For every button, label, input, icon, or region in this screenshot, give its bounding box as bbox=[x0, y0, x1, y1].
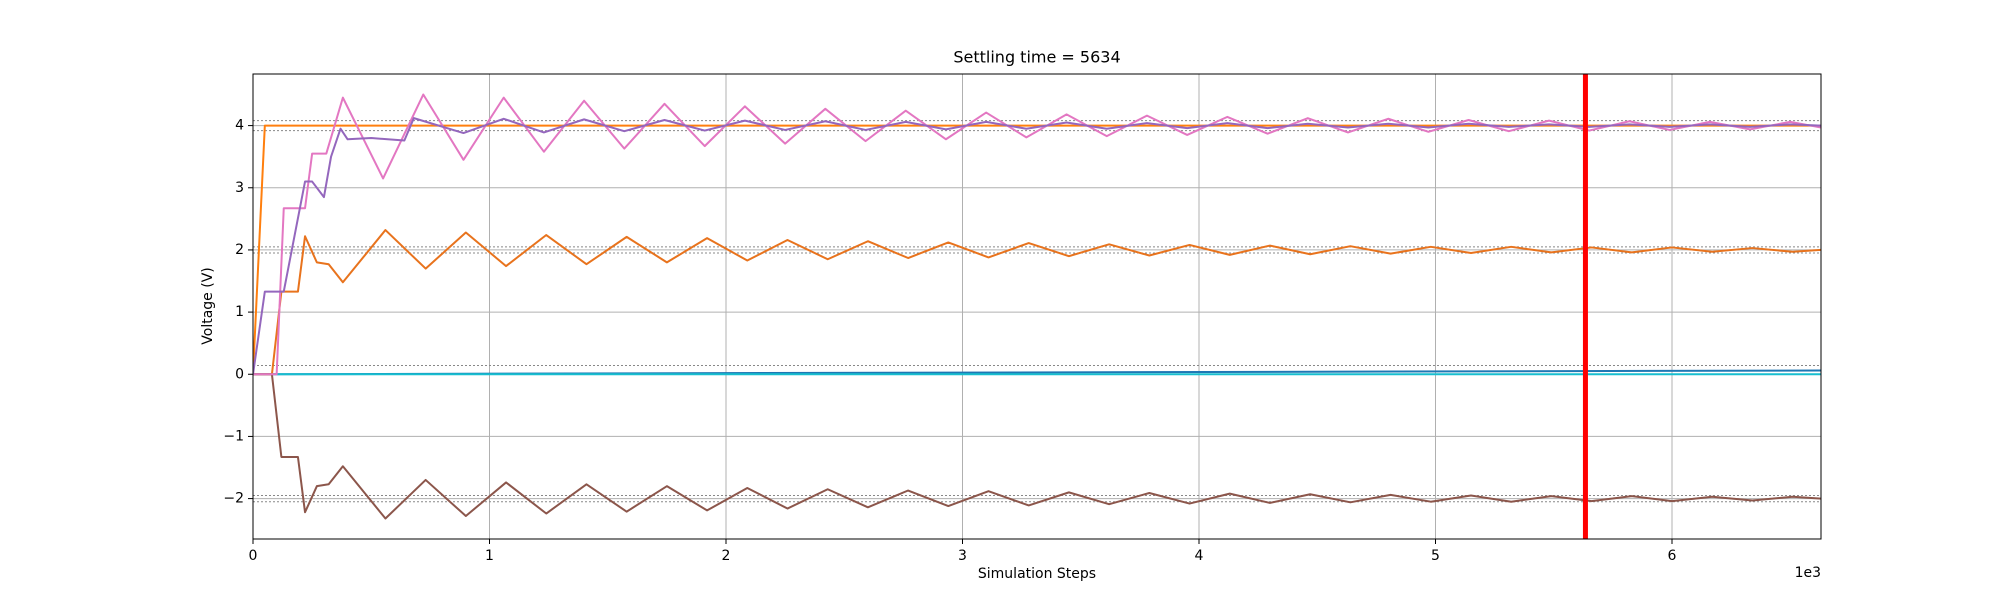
y-tick-label: 1 bbox=[235, 304, 244, 320]
ticks: 0 1 2 3 4 5 6 −2 −1 0 1 2 3 4 bbox=[223, 118, 1676, 564]
x-tick-label: 5 bbox=[1431, 548, 1440, 564]
x-tick-label: 0 bbox=[249, 548, 258, 564]
x-tick-label: 3 bbox=[958, 548, 967, 564]
y-tick-label: 3 bbox=[235, 180, 244, 196]
y-tick-label: 2 bbox=[235, 242, 244, 258]
plot-area bbox=[253, 74, 1821, 539]
series-line bbox=[253, 229, 1821, 376]
axes-frame bbox=[252, 73, 1822, 540]
series-line bbox=[253, 124, 1821, 375]
x-axis-label: Simulation Steps bbox=[978, 566, 1096, 582]
y-tick-label: −2 bbox=[223, 491, 244, 507]
y-tick-label: 4 bbox=[235, 118, 244, 134]
x-tick-label: 4 bbox=[1195, 548, 1204, 564]
x-tick-label: 1 bbox=[485, 548, 494, 564]
y-tick-label: 0 bbox=[235, 366, 244, 382]
y-tick-label: −1 bbox=[223, 428, 244, 444]
y-axis-label: Voltage (V) bbox=[200, 267, 216, 344]
x-tick-label: 2 bbox=[722, 548, 731, 564]
series-line bbox=[253, 373, 1821, 520]
x-offset-label: 1e3 bbox=[1795, 565, 1821, 581]
series-line bbox=[253, 117, 1821, 375]
chart-title: Settling time = 5634 bbox=[953, 48, 1120, 67]
x-tick-label: 6 bbox=[1668, 548, 1677, 564]
